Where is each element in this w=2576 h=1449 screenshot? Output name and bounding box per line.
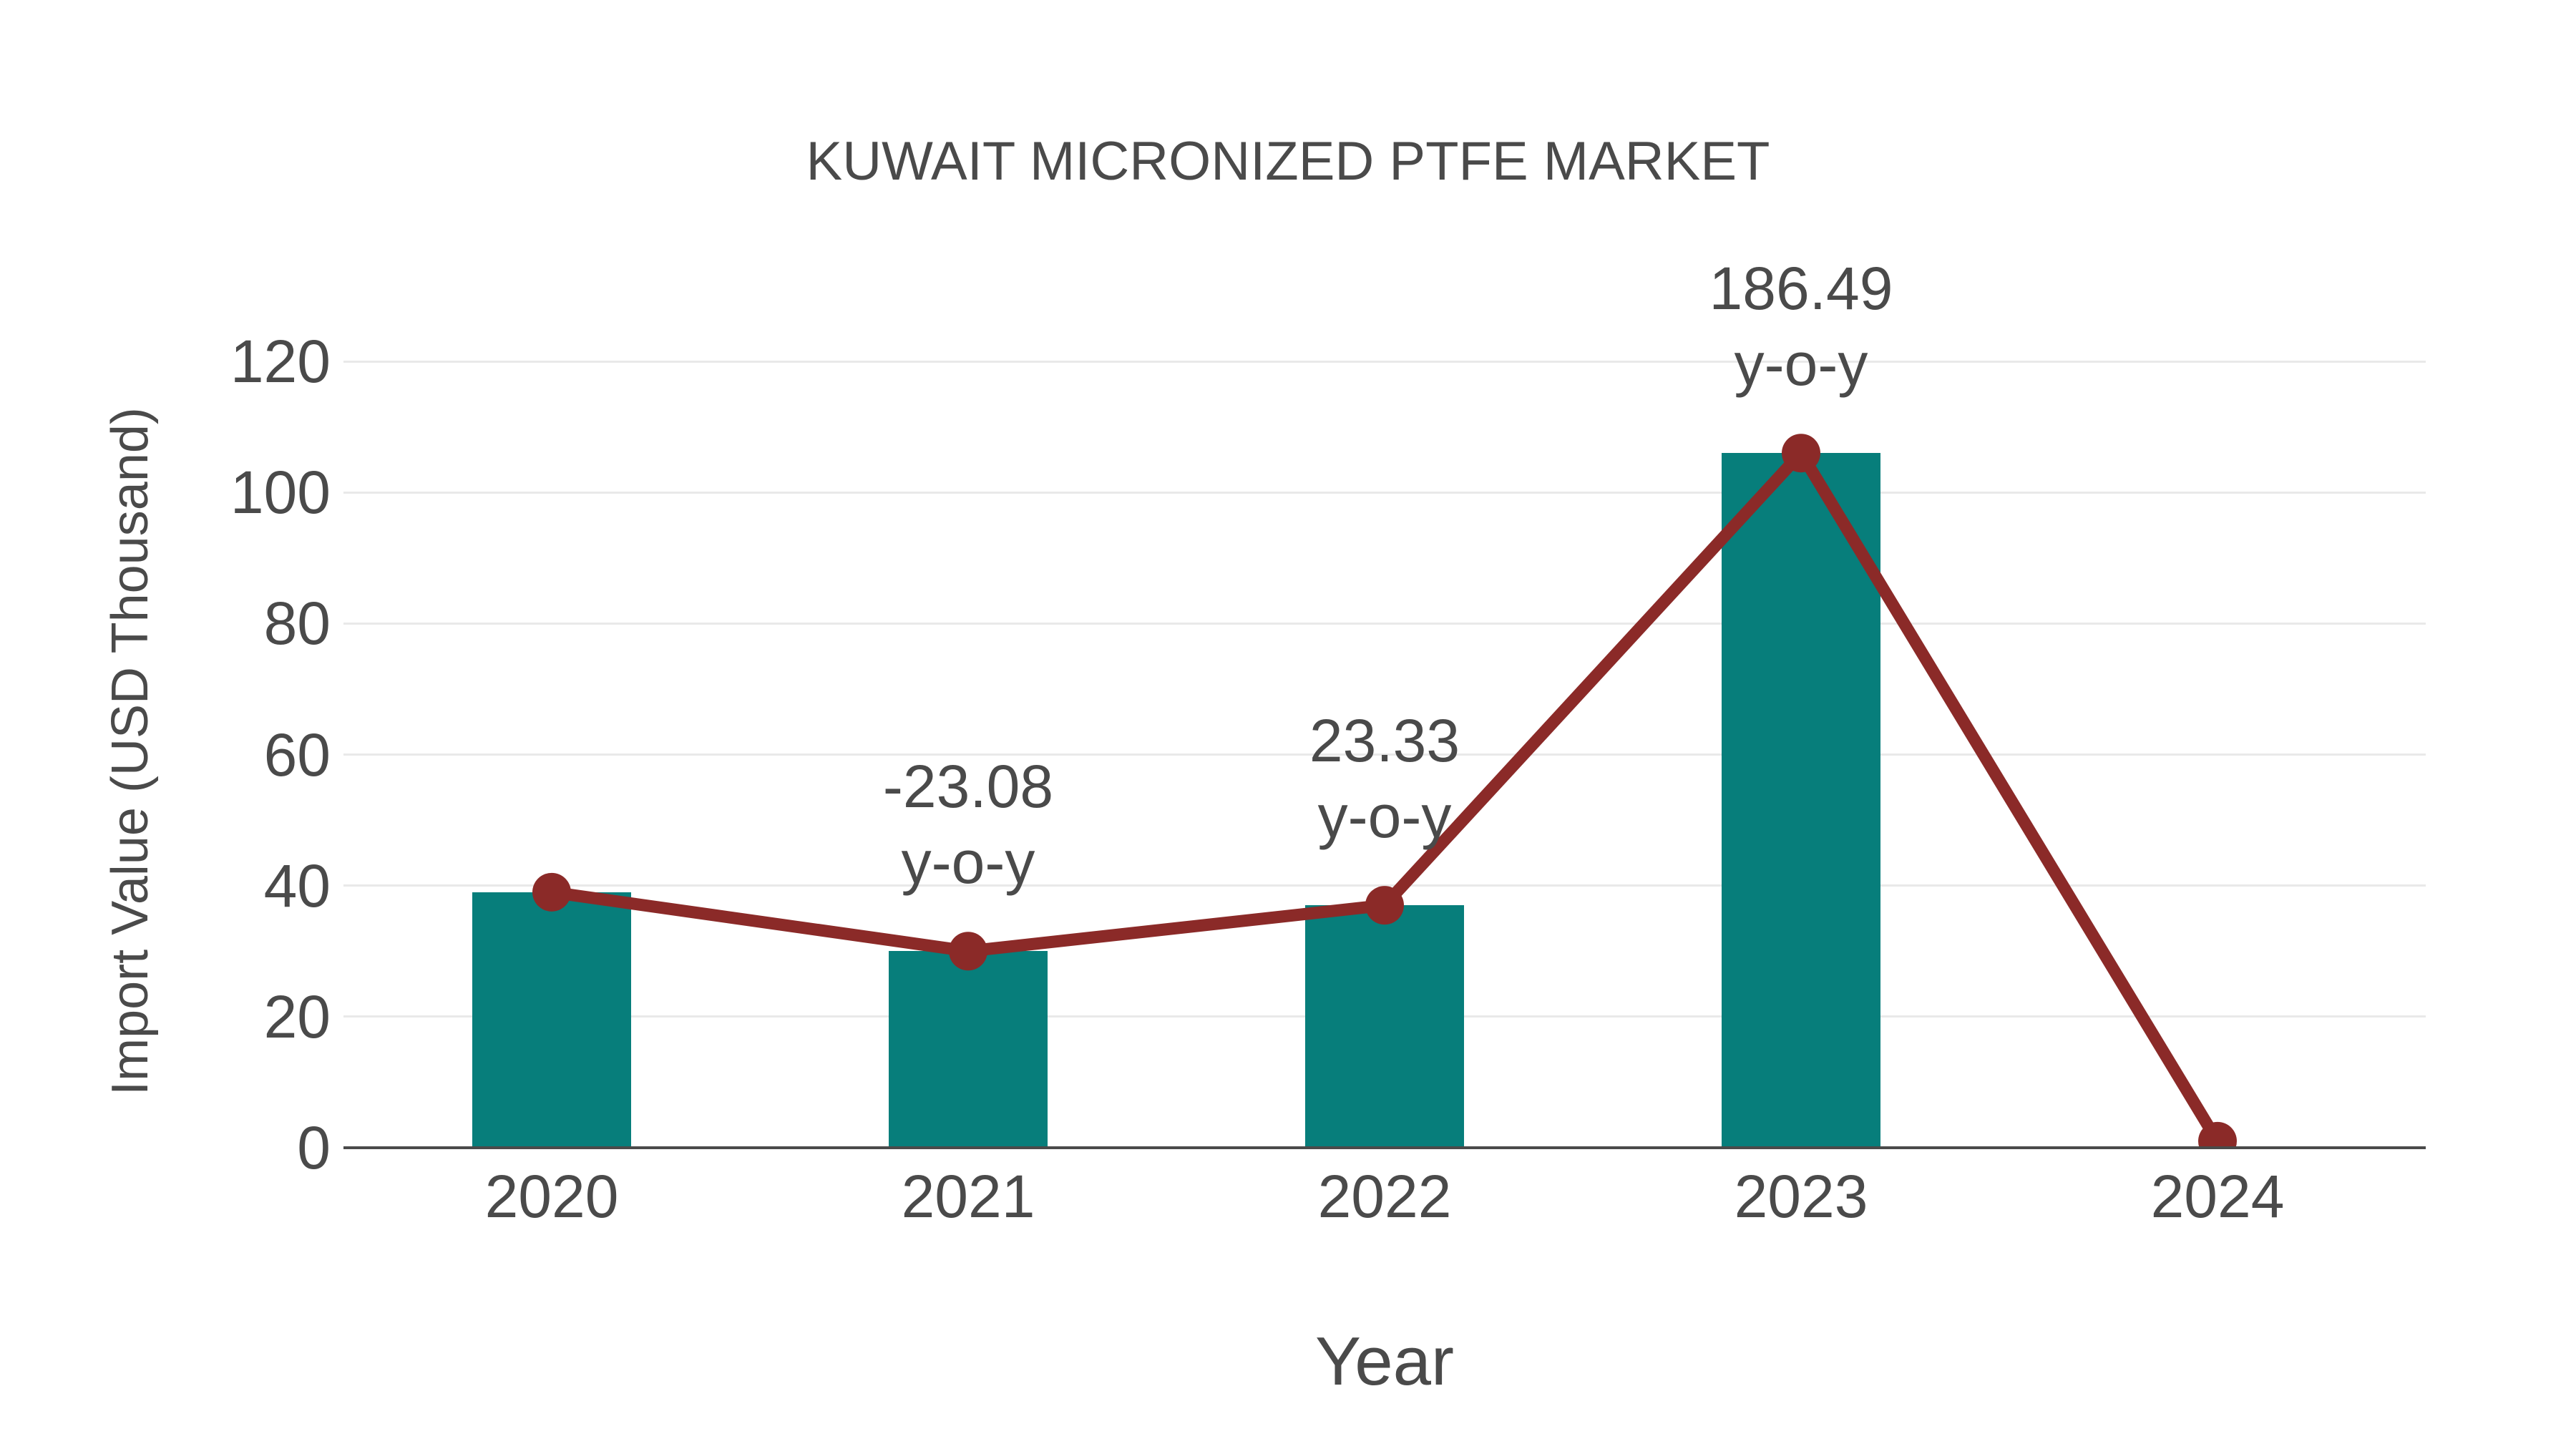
gridline-40	[343, 884, 2426, 887]
y-tick-label-20: 20	[263, 982, 331, 1050]
y-tick-label-120: 120	[230, 328, 331, 395]
annotation-line: y-o-y	[1734, 331, 1868, 399]
bar-2022	[1305, 905, 1464, 1148]
data-point-2021	[949, 932, 987, 971]
x-tick-label-2021: 2021	[901, 1163, 1035, 1230]
data-point-2024	[2198, 1121, 2237, 1148]
x-tick-label-2024: 2024	[2150, 1163, 2285, 1230]
x-tick-label-2020: 2020	[484, 1163, 619, 1230]
annotation-line: 23.33	[1309, 707, 1460, 775]
bar-2021	[889, 951, 1048, 1148]
annotation-2023: 186.49 y-o-y	[1529, 250, 2073, 402]
x-axis-title: Year	[1315, 1323, 1454, 1400]
annotation-2021: -23.08 y-o-y	[696, 748, 1240, 900]
y-tick-label-80: 80	[263, 590, 331, 658]
annotation-2022: 23.33 y-o-y	[1113, 703, 1657, 854]
gridline-120	[343, 360, 2426, 363]
annotation-line: y-o-y	[1317, 783, 1452, 851]
annotation-line: -23.08	[882, 753, 1054, 821]
trend-line-layer	[532, 434, 2237, 1148]
data-point-2022	[1365, 886, 1404, 925]
data-point-2020	[532, 872, 571, 912]
y-tick-label-60: 60	[263, 721, 331, 789]
gridline-60	[343, 753, 2426, 756]
gridline-80	[343, 622, 2426, 625]
y-tick-label-40: 40	[263, 852, 331, 919]
y-tick-label-0: 0	[297, 1114, 331, 1181]
chart-title: KUWAIT MICRONIZED PTFE MARKET	[806, 131, 1770, 192]
bar-2023	[1722, 453, 1880, 1148]
x-tick-label-2023: 2023	[1734, 1163, 1868, 1230]
y-tick-label-100: 100	[230, 459, 331, 527]
data-point-2023	[1782, 434, 1820, 473]
bar-2020	[472, 892, 631, 1148]
gridline-100	[343, 491, 2426, 494]
plot-area	[343, 360, 2426, 1148]
annotation-line: 186.49	[1709, 255, 1893, 323]
x-axis-line	[343, 1146, 2426, 1149]
x-tick-label-2022: 2022	[1317, 1163, 1452, 1230]
annotation-line: y-o-y	[901, 829, 1035, 897]
